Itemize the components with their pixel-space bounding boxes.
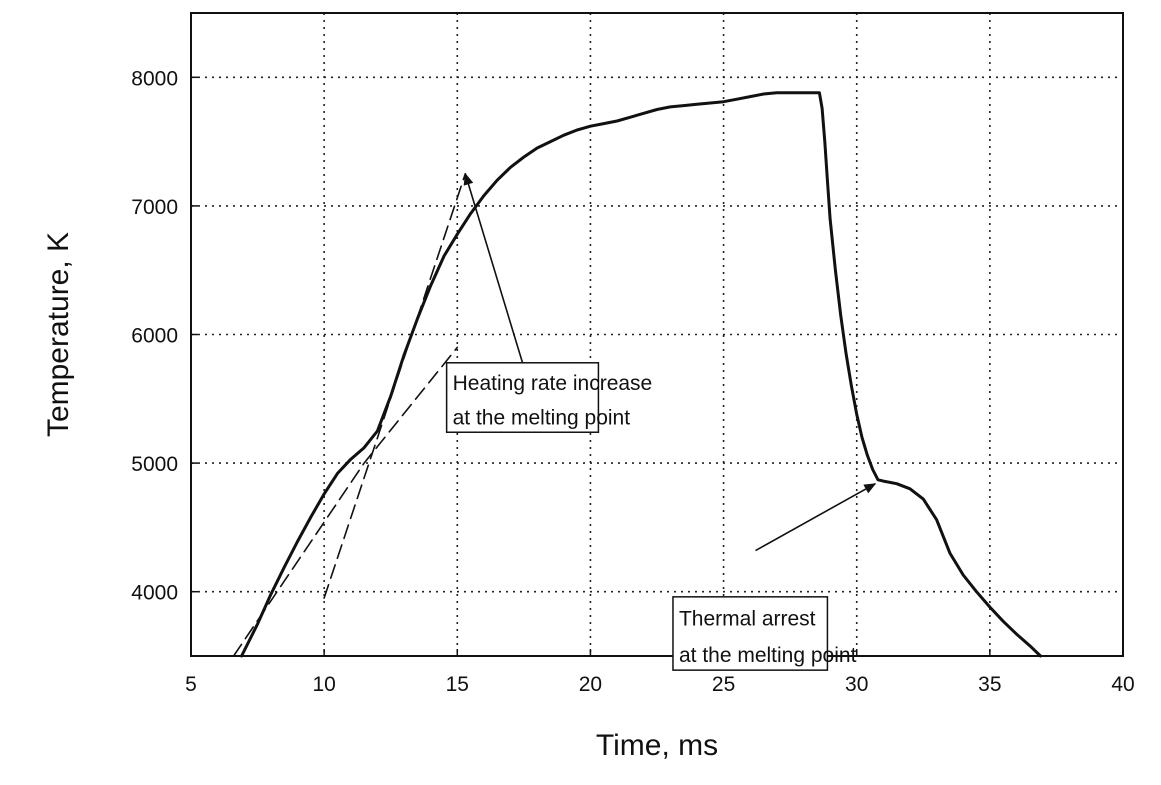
data-series [232, 91, 1042, 658]
annotation-arrow [463, 172, 524, 364]
annotation-arrow [755, 482, 877, 552]
y-tick-label: 5000 [131, 453, 178, 476]
x-tick-label: 5 [185, 673, 197, 696]
x-tick-label: 25 [712, 673, 735, 696]
x-tick-label: 10 [312, 673, 335, 696]
tangent-line-1 [232, 346, 459, 657]
y-tick-label: 8000 [131, 67, 178, 90]
y-tick-label: 4000 [131, 582, 178, 605]
tangent-line-2 [323, 173, 467, 599]
annotation-text: Thermal arrest [679, 607, 816, 630]
annotations: Heating rate increase at the melting poin… [445, 172, 877, 671]
y-axis-title: Temperature, K [42, 232, 75, 437]
x-tick-label: 20 [579, 673, 602, 696]
annotation-text: Heating rate increase [453, 372, 653, 395]
x-tick-label: 15 [446, 673, 469, 696]
x-tick-label: 30 [845, 673, 868, 696]
annotation-box [445, 362, 600, 433]
axis-ticks: 5 10 15 20 25 30 35 40 4000 5000 6000 7000 8000 [131, 67, 1134, 696]
x-tick-label: 35 [978, 673, 1001, 696]
annotation-text: at the melting point [453, 407, 631, 430]
y-tick-label: 6000 [131, 325, 178, 348]
annotation-box [672, 596, 829, 671]
y-tick-label: 7000 [131, 196, 178, 219]
x-tick-label: 40 [1111, 673, 1134, 696]
annotation-text: at the melting point [679, 644, 857, 667]
x-axis-title: Time, ms [596, 729, 718, 762]
